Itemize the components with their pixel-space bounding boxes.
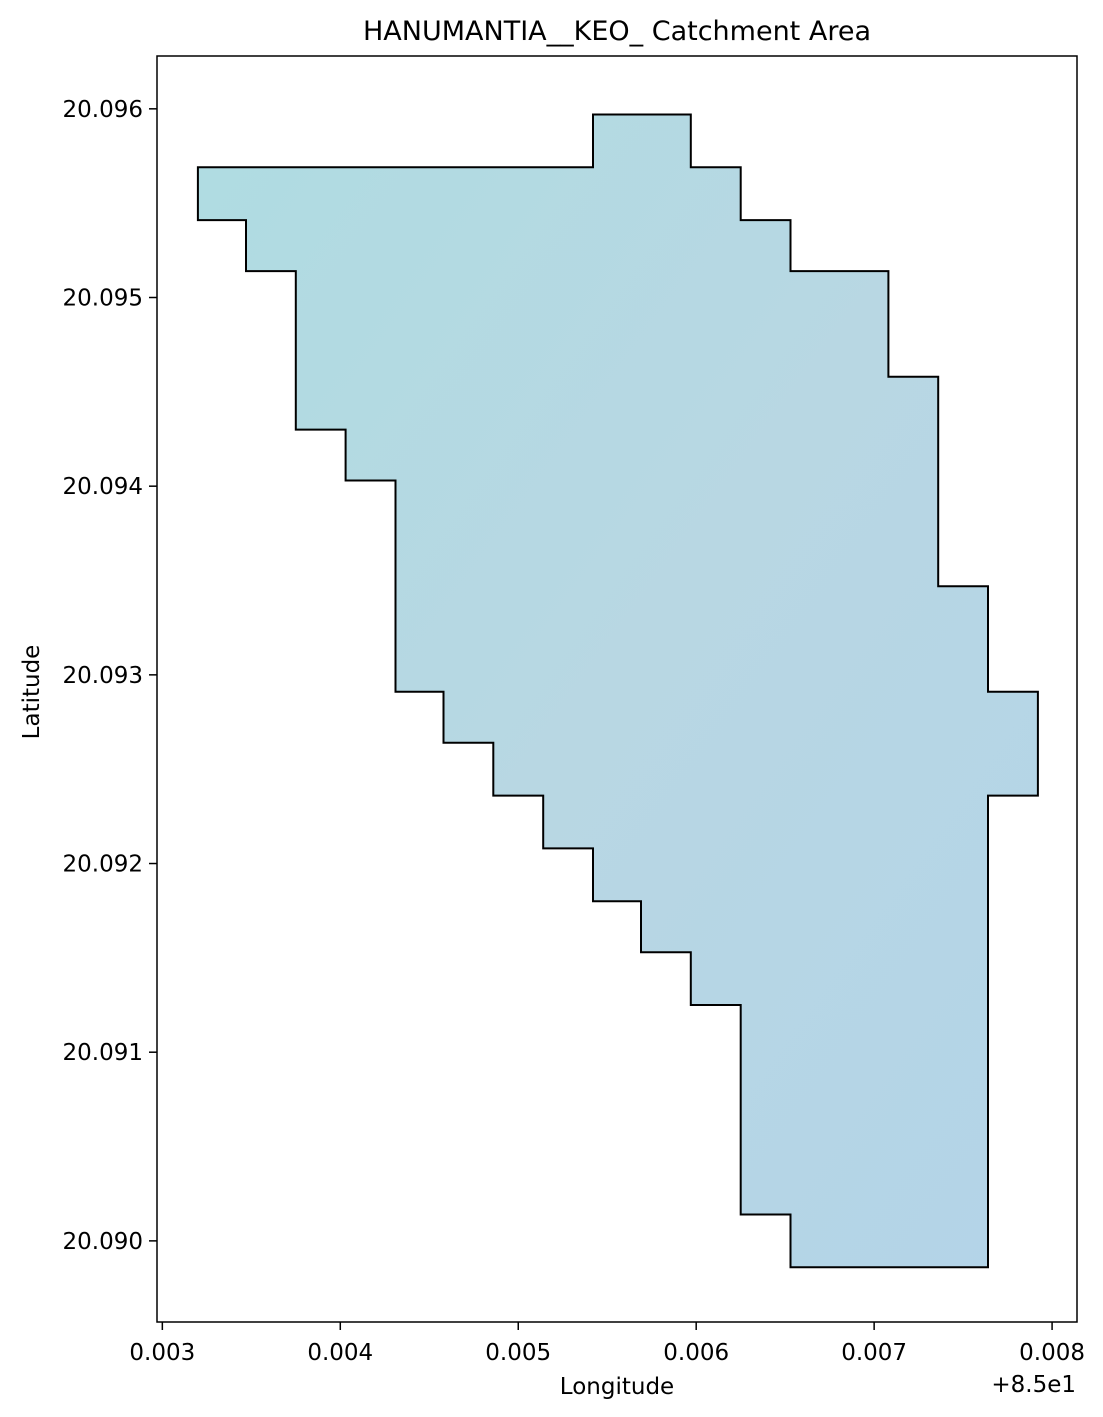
x-tick-label: 0.007 xyxy=(841,1340,907,1366)
x-tick-label: 0.008 xyxy=(1019,1340,1085,1366)
y-tick-label: 20.092 xyxy=(63,852,143,878)
y-tick-label: 20.096 xyxy=(63,97,143,123)
y-axis-label: Latitude xyxy=(19,645,45,740)
x-tick-label: 0.004 xyxy=(307,1340,373,1366)
x-tick-label: 0.006 xyxy=(663,1340,729,1366)
y-tick-label: 20.090 xyxy=(63,1229,143,1255)
plot-area xyxy=(196,113,1039,1269)
y-tick-label: 20.091 xyxy=(63,1040,143,1066)
x-axis-label: Longitude xyxy=(560,1374,674,1400)
axes-frame xyxy=(156,55,1078,1323)
y-tick-label: 20.094 xyxy=(63,474,143,500)
chart-title: HANUMANTIA__KEO_ Catchment Area xyxy=(363,16,871,47)
catchment-area-polygon xyxy=(196,113,1039,1269)
x-tick-label: 0.005 xyxy=(485,1340,551,1366)
y-tick-label: 20.093 xyxy=(63,663,143,689)
x-tick-label: 0.003 xyxy=(129,1340,195,1366)
y-axis-ticks: 20.090 20.091 20.092 20.093 20.094 20.095 20.0… xyxy=(63,97,157,1255)
x-axis-ticks: 0.003 0.004 0.005 0.006 0.007 0.008 xyxy=(129,1322,1085,1366)
y-tick-label: 20.095 xyxy=(63,286,143,312)
x-axis-offset-label: +8.5e1 xyxy=(991,1372,1076,1398)
